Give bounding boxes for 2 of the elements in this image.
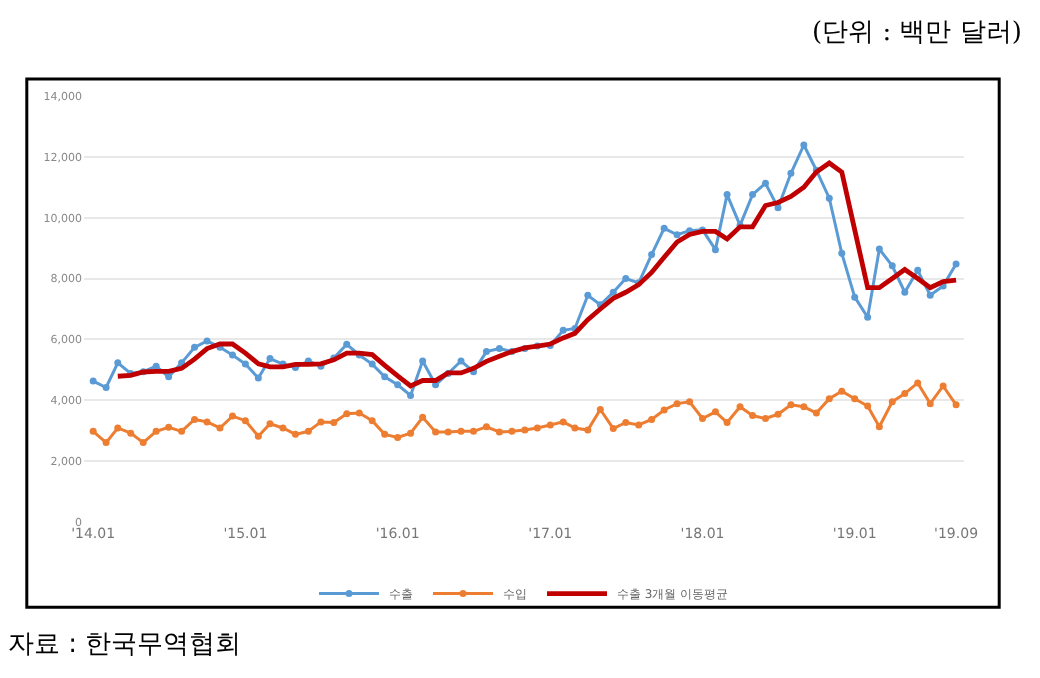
text: 자료 : 한국무역협회 (8, 630, 242, 660)
text: (단위 : 백만 달러) (812, 18, 1022, 48)
